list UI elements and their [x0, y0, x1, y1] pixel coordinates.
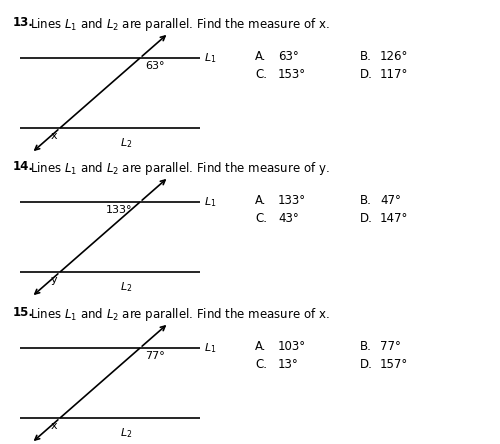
Text: 157°: 157°: [380, 358, 408, 371]
Text: D.: D.: [360, 212, 373, 225]
Text: 117°: 117°: [380, 68, 408, 81]
Text: 15.: 15.: [13, 306, 34, 319]
Text: 147°: 147°: [380, 212, 408, 225]
Text: 63°: 63°: [278, 50, 299, 63]
Text: 43°: 43°: [278, 212, 299, 225]
Text: Lines $L_1$ and $L_2$ are parallel. Find the measure of y.: Lines $L_1$ and $L_2$ are parallel. Find…: [30, 160, 330, 177]
Text: B.: B.: [360, 50, 372, 63]
Text: 13.: 13.: [13, 16, 34, 29]
Text: $L_1$: $L_1$: [204, 195, 216, 209]
Text: 77°: 77°: [145, 351, 165, 361]
Text: $L_2$: $L_2$: [120, 280, 132, 294]
Text: D.: D.: [360, 358, 373, 371]
Text: 133°: 133°: [278, 194, 306, 207]
Text: 14.: 14.: [13, 160, 34, 173]
Text: $L_1$: $L_1$: [204, 51, 216, 65]
Text: A.: A.: [255, 194, 266, 207]
Text: 77°: 77°: [380, 340, 401, 353]
Text: 126°: 126°: [380, 50, 408, 63]
Text: C.: C.: [255, 212, 267, 225]
Text: A.: A.: [255, 50, 266, 63]
Text: 133°: 133°: [106, 205, 132, 215]
Text: D.: D.: [360, 68, 373, 81]
Text: Lines $L_1$ and $L_2$ are parallel. Find the measure of x.: Lines $L_1$ and $L_2$ are parallel. Find…: [30, 16, 330, 33]
Text: Lines $L_1$ and $L_2$ are parallel. Find the measure of x.: Lines $L_1$ and $L_2$ are parallel. Find…: [30, 306, 330, 323]
Text: x: x: [50, 421, 57, 431]
Text: A.: A.: [255, 340, 266, 353]
Text: 63°: 63°: [145, 61, 165, 71]
Text: B.: B.: [360, 340, 372, 353]
Text: C.: C.: [255, 68, 267, 81]
Text: $L_2$: $L_2$: [120, 136, 132, 150]
Text: 153°: 153°: [278, 68, 306, 81]
Text: 47°: 47°: [380, 194, 401, 207]
Text: $L_1$: $L_1$: [204, 341, 216, 355]
Text: y: y: [50, 275, 57, 285]
Text: 13°: 13°: [278, 358, 299, 371]
Text: x: x: [50, 131, 57, 141]
Text: B.: B.: [360, 194, 372, 207]
Text: 103°: 103°: [278, 340, 306, 353]
Text: $L_2$: $L_2$: [120, 426, 132, 440]
Text: C.: C.: [255, 358, 267, 371]
